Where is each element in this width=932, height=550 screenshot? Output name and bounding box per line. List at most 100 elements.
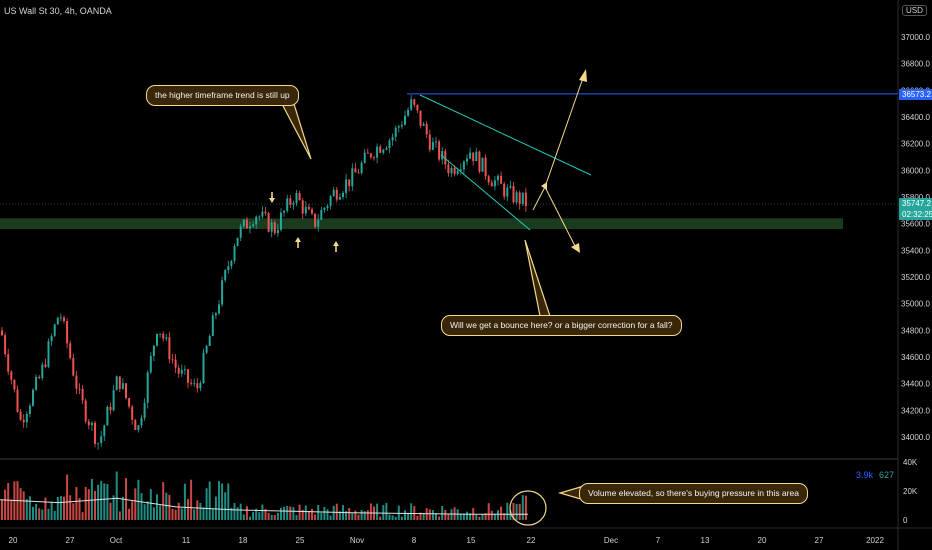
candle-body xyxy=(481,157,484,172)
volume-bar xyxy=(97,484,100,520)
candle-body xyxy=(174,359,177,368)
candle-body xyxy=(156,333,158,346)
volume-bar xyxy=(214,496,217,520)
volume-bar xyxy=(422,512,425,520)
volume-bar xyxy=(149,489,152,520)
bounce-arrow-long xyxy=(544,74,585,188)
candle-body xyxy=(469,152,472,159)
candle-body xyxy=(286,198,289,211)
candle-body xyxy=(131,406,134,420)
volume-bar xyxy=(211,508,214,520)
volume-bar xyxy=(137,479,140,520)
volume-bar xyxy=(360,510,363,520)
volume-bar xyxy=(351,513,354,520)
x-tick-label: 11 xyxy=(182,536,191,545)
volume-legend: 3.9k 627 xyxy=(856,470,894,480)
candle-body xyxy=(462,161,465,170)
volume-bar xyxy=(394,516,397,520)
volume-bar xyxy=(462,513,465,520)
x-tick-label: 27 xyxy=(815,536,824,545)
volume-bar xyxy=(75,486,78,520)
volume-bar xyxy=(128,508,131,520)
support-touch-arrow-up-1 xyxy=(295,237,301,248)
volume-bar xyxy=(391,515,394,520)
candle-body xyxy=(94,422,96,444)
candle-body xyxy=(221,280,224,305)
volume-bar xyxy=(245,506,248,520)
candle-body xyxy=(388,140,391,149)
candle-body xyxy=(342,192,344,197)
volume-bar xyxy=(515,503,518,520)
volume-tick-label: 0 xyxy=(903,516,908,525)
volume-bar xyxy=(444,509,447,520)
volume-bar xyxy=(115,471,118,520)
y-tick-label: 36800.0 xyxy=(901,60,930,69)
volume-bar xyxy=(428,509,431,520)
candle-body xyxy=(63,317,65,322)
volume-bar xyxy=(407,512,410,520)
candle-body xyxy=(218,304,220,314)
candle-body xyxy=(521,192,524,205)
volume-bar xyxy=(438,516,441,520)
volume-bar xyxy=(81,512,84,520)
candle-body xyxy=(428,134,431,150)
volume-bar xyxy=(481,514,484,520)
candle-body xyxy=(348,179,351,187)
volume-bar xyxy=(171,508,174,520)
volume-bar xyxy=(162,482,165,520)
candle-body xyxy=(128,398,131,407)
support-zone-layer xyxy=(0,203,898,229)
volume-bar xyxy=(190,479,193,520)
volume-bar xyxy=(366,510,369,520)
candle-body xyxy=(149,355,152,373)
volume-bar xyxy=(487,503,490,520)
y-tick-label: 34200.0 xyxy=(901,406,930,415)
candle-body xyxy=(28,405,31,415)
fall-arrowhead xyxy=(571,243,580,253)
volume-bar xyxy=(345,510,348,520)
candle-body xyxy=(317,219,320,227)
volume-bar xyxy=(118,511,121,520)
volume-bar xyxy=(35,503,38,520)
volume-bar xyxy=(512,502,515,520)
candle-body xyxy=(41,364,44,379)
candle-body xyxy=(497,175,499,181)
volume-bar xyxy=(329,515,332,520)
candle-body xyxy=(435,141,437,143)
candle-body xyxy=(211,315,214,337)
currency-badge[interactable]: USD xyxy=(902,5,927,16)
volume-bar xyxy=(273,515,276,520)
volume-average-line xyxy=(0,497,529,515)
x-tick-label: 27 xyxy=(66,536,75,545)
candle-body xyxy=(183,369,186,371)
candle-body xyxy=(311,209,313,214)
volume-bar xyxy=(56,496,59,520)
candle-body xyxy=(187,369,189,383)
volume-bar xyxy=(252,512,255,520)
candle-body xyxy=(180,369,183,374)
candle-body xyxy=(379,146,382,153)
candle-body xyxy=(391,136,394,141)
volume-bar xyxy=(159,505,162,520)
volume-bar xyxy=(28,496,31,520)
volume-bar xyxy=(143,504,146,520)
volume-bar xyxy=(208,481,211,520)
x-tick-label: 15 xyxy=(467,536,476,545)
volume-bar xyxy=(388,514,391,520)
candle-body xyxy=(466,158,468,162)
volume-bar xyxy=(69,495,72,520)
volume-bar xyxy=(469,513,472,520)
candle-body xyxy=(100,436,103,444)
candles-layer xyxy=(1,95,527,450)
candle-body xyxy=(261,211,264,217)
volume-bar xyxy=(180,508,183,520)
candle-body xyxy=(25,414,28,423)
y-tick-label: 34800.0 xyxy=(901,326,930,335)
candle-body xyxy=(239,226,242,238)
support-touch-arrow-up-2 xyxy=(333,241,339,252)
candle-body xyxy=(345,179,348,193)
candle-body xyxy=(441,151,444,160)
candle-body xyxy=(444,151,447,165)
